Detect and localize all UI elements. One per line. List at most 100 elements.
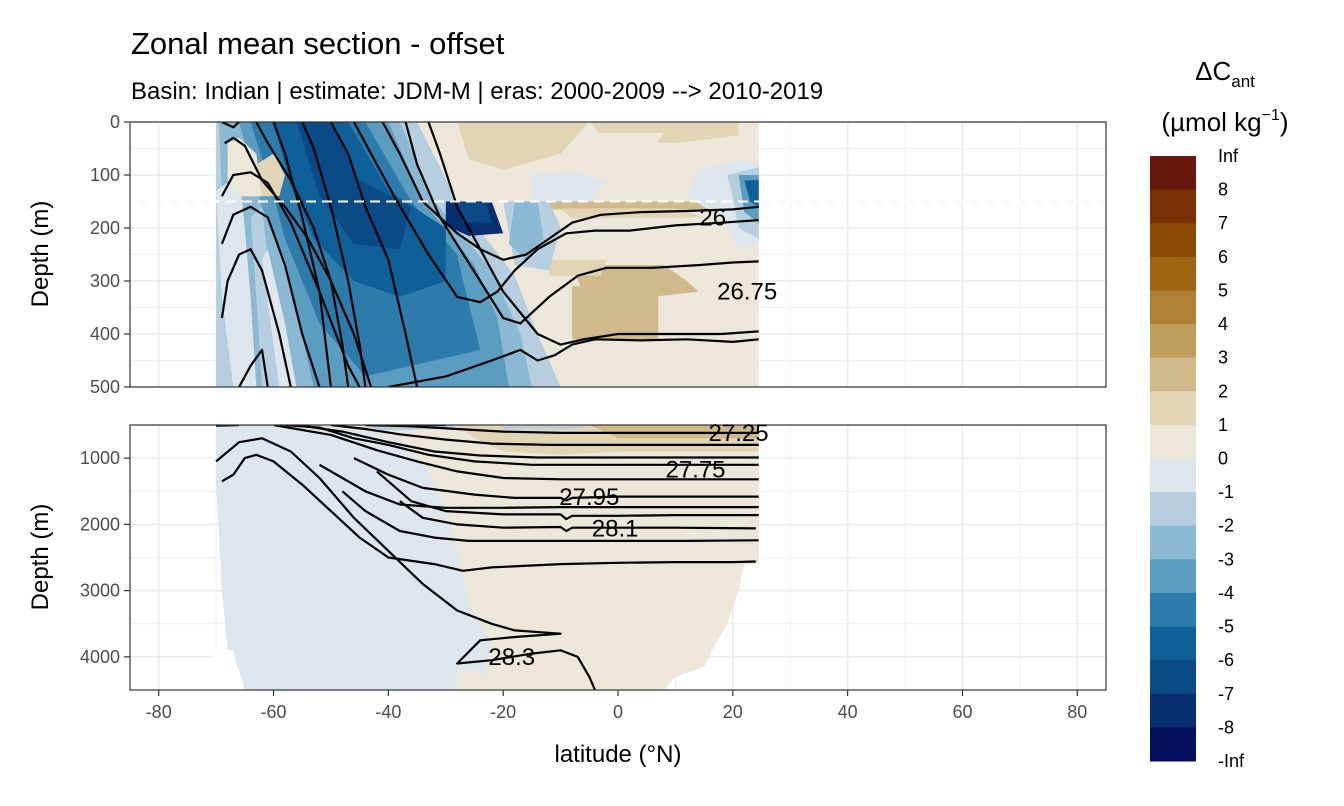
density-contour [399,500,756,533]
x-tick-label: 80 [1067,702,1087,722]
x-axis: -80 -60 -40 -20 0 20 40 60 80 [146,690,1087,722]
legend-colorbar [1150,156,1196,762]
density-contour [388,338,759,387]
y-tick-label: 500 [90,377,120,397]
density-contour [296,425,759,459]
legend-title-main: ΔC [1195,56,1231,86]
field-region [744,180,759,207]
y-axis-title-upper: Depth (m) [27,201,54,308]
density-contour [272,122,332,387]
legend-label: -1 [1218,482,1234,502]
legend-label: -7 [1218,684,1234,704]
legend-color-bin [1150,693,1196,728]
y-axis-title-lower: Depth (m) [27,504,54,611]
density-contour [365,425,759,434]
density-contour [330,425,759,446]
y-tick-label: 200 [90,218,120,238]
density-contour [329,122,419,387]
panel-lower: 1000 2000 3000 4000 [80,424,1107,691]
field-region [262,249,297,387]
y-tick-label: 100 [90,165,120,185]
legend-label: 6 [1218,247,1228,267]
legend-title: ΔCant [1195,56,1255,91]
field-region [457,122,590,170]
legend-label: 3 [1218,348,1228,368]
legend-color-bin [1150,559,1196,594]
density-contour [341,490,759,542]
y-tick-label: 3000 [80,581,120,601]
density-contour [255,122,350,387]
field-region [503,426,590,429]
x-tick-label: -20 [490,702,516,722]
y-tick-label: 400 [90,324,120,344]
density-contour [221,453,756,572]
legend-color-bin [1150,223,1196,258]
contour-label: 27.75 [665,456,725,483]
density-contour [404,122,759,325]
x-tick-label: 20 [723,702,743,722]
legend-label: Inf [1218,146,1239,166]
legend-color-bin [1150,357,1196,392]
field-region [549,259,607,276]
density-contour [318,463,759,509]
x-tick-label: 60 [952,702,972,722]
legend-label: 0 [1218,449,1228,469]
legend-label: 8 [1218,180,1228,200]
legend-units-close: ) [1280,107,1289,137]
panel-lower-y-axis: 1000 2000 3000 4000 [80,448,130,667]
x-axis-title: latitude (°N) [555,741,682,768]
x-tick-label: 40 [838,702,858,722]
legend-color-bin [1150,156,1196,191]
y-tick-label: 0 [110,112,120,132]
legend-label: -Inf [1218,751,1245,771]
field-region-positive [359,425,759,690]
legend-color-bin [1150,660,1196,695]
contour-label: 28.3 [488,644,535,671]
legend-label: 5 [1218,280,1228,300]
legend-color-bin [1150,189,1196,224]
legend-label: 2 [1218,381,1228,401]
panel-upper-border [129,121,1107,388]
legend-units-main: (µmol kg [1161,107,1261,137]
density-contour [427,122,759,346]
field-region [457,202,492,223]
panel-upper-y-axis: 0 100 200 300 400 500 [90,112,130,397]
density-contour [215,437,597,690]
legend-color-bin [1150,492,1196,527]
field-region [589,132,664,149]
field-region [589,425,759,439]
legend-label: 7 [1218,213,1228,233]
legend-label: -8 [1218,717,1234,737]
field-region [572,286,659,340]
x-tick-label: -60 [261,702,287,722]
legend-label: -2 [1218,516,1234,536]
legend-color-bin [1150,324,1196,359]
y-tick-label: 2000 [80,514,120,534]
field-region [457,670,486,690]
panel-upper-contours [220,122,759,387]
contour-label: 28.1 [592,515,639,542]
contour-label: 27.95 [559,484,619,511]
field-region [256,153,285,197]
density-contour [224,136,373,387]
contour-label: 27.25 [709,420,769,447]
legend-color-bin [1150,256,1196,291]
legend-color-bin [1150,391,1196,426]
density-contour [238,348,269,387]
legend-color-bin [1150,592,1196,628]
y-tick-label: 4000 [80,647,120,667]
density-contour [381,122,759,261]
x-tick-label: -80 [146,702,172,722]
density-contour [220,248,292,387]
field-region [296,122,412,250]
x-tick-label: -40 [375,702,401,722]
legend-color-bin [1150,458,1196,493]
density-contour [221,122,240,129]
legend-labels: Inf 8 7 6 5 4 3 2 1 0 -1 -2 -3 -4 -5 -6 -7 -8 -Inf [1218,146,1245,771]
legend-color-bin [1150,290,1196,325]
legend-color-bin [1150,626,1196,661]
density-contour [284,425,759,466]
contour-label: 26 [699,204,726,231]
density-contour [301,122,367,387]
